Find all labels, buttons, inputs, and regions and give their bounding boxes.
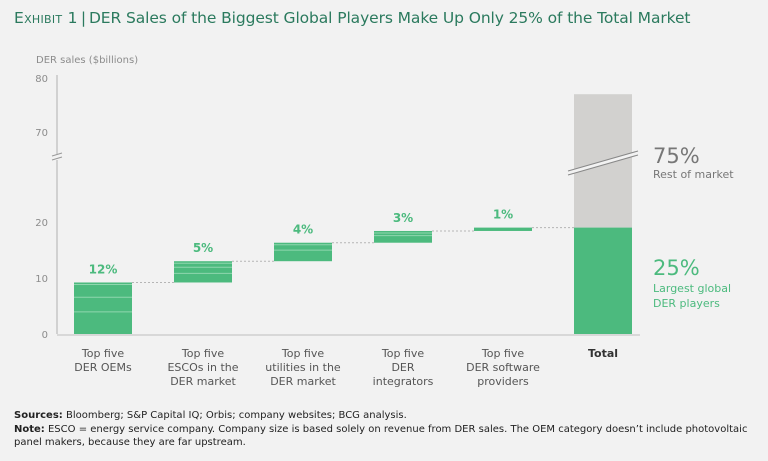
largest-players-label: DER players	[653, 297, 720, 310]
category-label: DER market	[170, 375, 236, 388]
category-label: integrators	[373, 375, 434, 388]
category-label: DER market	[270, 375, 336, 388]
total-bar-break-line	[567, 150, 639, 172]
footer-notes: Sources: Bloomberg; S&P Capital IQ; Orbi…	[14, 409, 754, 450]
axis-break-mark	[51, 152, 63, 157]
chart-title: Exhibit 1 | DER Sales of the Biggest Globa…	[14, 9, 690, 27]
category-label: Top five	[481, 347, 524, 360]
waterfall-bar	[174, 261, 232, 283]
rest-of-market-share: 75%	[653, 144, 700, 168]
rest-of-market-label: Rest of market	[653, 168, 734, 181]
step-percent-label: 3%	[393, 211, 413, 225]
axis-break-mark	[51, 156, 63, 161]
waterfall-bar	[474, 227, 532, 231]
category-label: Total	[588, 347, 618, 360]
note-line: Note: ESCO = energy service company. Com…	[14, 423, 754, 450]
total-bar-largest-players	[574, 227, 632, 334]
title-separator: |	[80, 9, 86, 27]
category-label: Top five	[381, 347, 424, 360]
waterfall-chart: DER sales ($billions) 0 10 20 70 80 12% 5% 4% 3…	[35, 55, 734, 388]
y-tick-label: 70	[35, 128, 48, 139]
category-label: Top five	[281, 347, 324, 360]
largest-players-share: 25%	[653, 256, 700, 280]
y-tick-label: 20	[35, 218, 48, 229]
note-label: Note:	[14, 423, 45, 435]
step-percent-label: 4%	[293, 223, 313, 237]
y-tick-label: 80	[35, 74, 48, 85]
sources-label: Sources:	[14, 410, 63, 421]
label-layer: 12% 5% 4% 3% 1% 75%Rest of market 25% Largest g…	[74, 144, 734, 388]
note-text: ESCO = energy service company. Company s…	[14, 423, 748, 449]
exhibit-number: Exhibit 1	[14, 9, 78, 27]
category-label: Top five	[181, 347, 224, 360]
y-tick-label: 0	[42, 330, 48, 341]
title-text: DER Sales of the Biggest Global Players …	[88, 9, 691, 27]
waterfall-bar	[74, 282, 132, 334]
step-percent-label: 5%	[193, 241, 213, 255]
sources-text: Bloomberg; S&P Capital IQ; Orbis; compan…	[62, 410, 407, 421]
category-label: Top five	[81, 347, 124, 360]
largest-players-label: Largest global	[653, 282, 731, 295]
step-percent-label: 1%	[493, 208, 513, 222]
waterfall-bar	[274, 242, 332, 262]
step-percent-label: 12%	[89, 262, 118, 276]
total-bar-break-line	[567, 154, 639, 176]
bar-layer	[74, 94, 639, 334]
category-label: providers	[477, 375, 529, 388]
category-label: ESCOs in the	[167, 361, 238, 374]
axis-layer: 0 10 20 70 80	[35, 74, 640, 341]
category-label: DER software	[466, 361, 540, 374]
waterfall-bar	[374, 230, 432, 243]
category-label: DER OEMs	[74, 361, 132, 374]
connector-layer	[132, 227, 574, 283]
sources-line: Sources: Bloomberg; S&P Capital IQ; Orbi…	[14, 409, 754, 423]
category-label: utilities in the	[265, 361, 341, 374]
total-bar-break-gap	[568, 151, 638, 175]
category-label: DER	[391, 361, 414, 374]
y-tick-label: 10	[35, 274, 48, 285]
y-axis-label: DER sales ($billions)	[36, 55, 138, 66]
